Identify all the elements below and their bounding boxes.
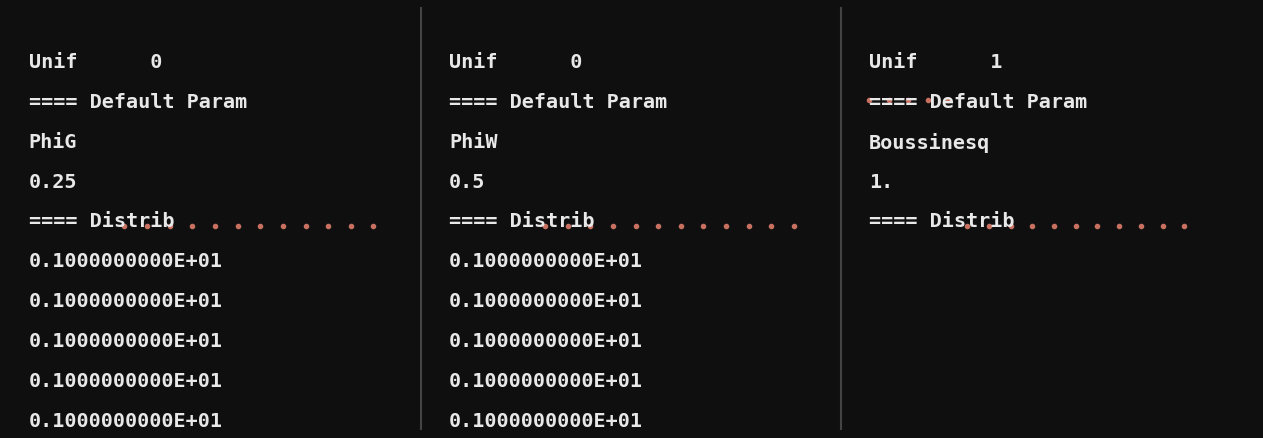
Text: Unif      0: Unif 0 xyxy=(29,53,162,71)
Text: 0.1000000000E+01: 0.1000000000E+01 xyxy=(29,252,222,271)
Text: PhiG: PhiG xyxy=(29,132,77,151)
Text: ==== Default Param: ==== Default Param xyxy=(450,92,667,111)
Text: 0.1000000000E+01: 0.1000000000E+01 xyxy=(29,371,222,390)
Text: 1.: 1. xyxy=(869,172,893,191)
Text: 0.1000000000E+01: 0.1000000000E+01 xyxy=(450,252,643,271)
Text: 0.1000000000E+01: 0.1000000000E+01 xyxy=(29,411,222,430)
Text: 0.1000000000E+01: 0.1000000000E+01 xyxy=(450,411,643,430)
Text: Unif      1: Unif 1 xyxy=(869,53,1003,71)
Text: 0.1000000000E+01: 0.1000000000E+01 xyxy=(29,292,222,311)
Text: ==== Default Param: ==== Default Param xyxy=(29,92,246,111)
Text: ==== Distrib: ==== Distrib xyxy=(29,212,174,231)
Text: 0.1000000000E+01: 0.1000000000E+01 xyxy=(450,292,643,311)
Text: ==== Default Param: ==== Default Param xyxy=(869,92,1087,111)
Text: 0.1000000000E+01: 0.1000000000E+01 xyxy=(29,332,222,350)
Text: 0.25: 0.25 xyxy=(29,172,77,191)
Text: Unif      0: Unif 0 xyxy=(450,53,582,71)
Text: 0.5: 0.5 xyxy=(450,172,485,191)
Text: Boussinesq: Boussinesq xyxy=(869,132,990,152)
Text: ==== Distrib: ==== Distrib xyxy=(450,212,595,231)
Text: 0.1000000000E+01: 0.1000000000E+01 xyxy=(450,332,643,350)
Text: 0.1000000000E+01: 0.1000000000E+01 xyxy=(450,371,643,390)
Text: ==== Distrib: ==== Distrib xyxy=(869,212,1014,231)
Text: PhiW: PhiW xyxy=(450,132,498,151)
